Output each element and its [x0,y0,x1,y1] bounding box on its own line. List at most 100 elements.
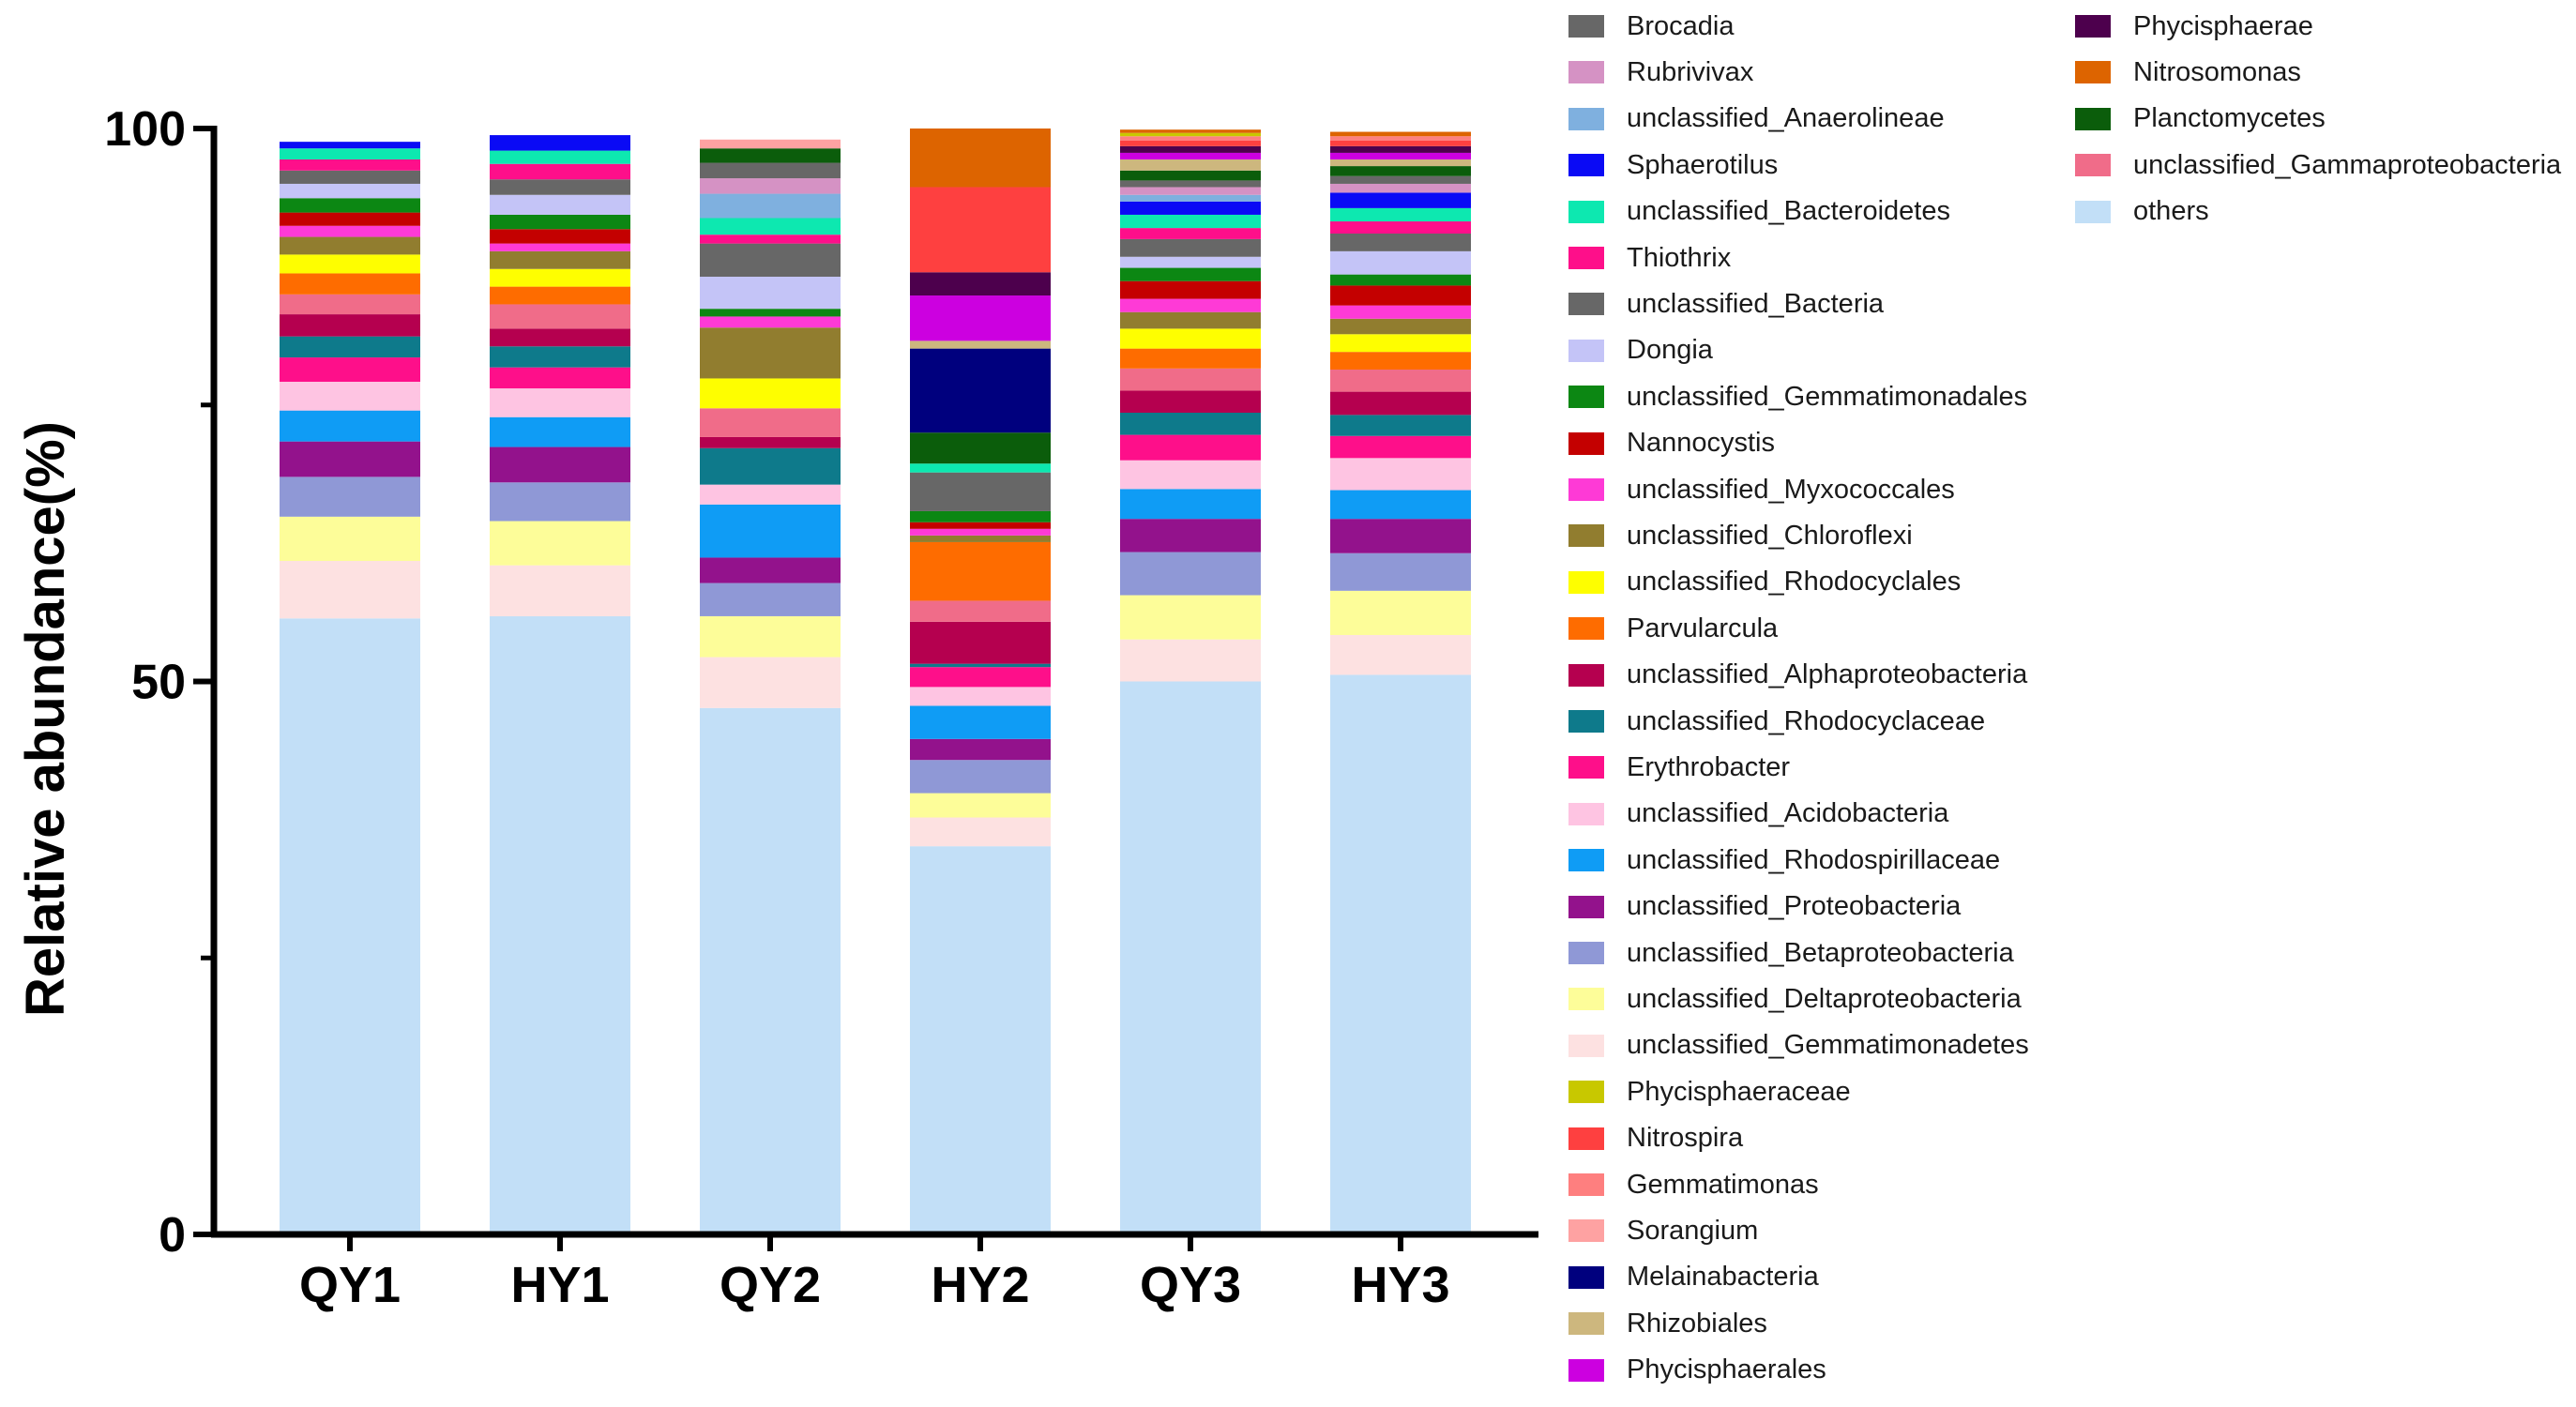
bar-segment-unclassified-deltaproteobacteria-qy3 [1120,595,1261,640]
bar-segment-unclassified-betaproteobacteria-qy3 [1120,552,1261,596]
legend-label: unclassified_Gemmatimonadetes [1627,1030,2029,1061]
bar-segment-unclassified-rhodospirillaceae-hy1 [490,416,630,447]
chart-plot-area: QY1 HY1 QY2 HY2 QY3 HY3 0 50 100 Relative abundan… [15,102,1538,1313]
bar-segment-unclassified-alphaproteobacteria-hy1 [490,328,630,347]
bar-segment-unclassified-bacteria-hy2 [910,472,1051,511]
bar-segment-unclassified-deltaproteobacteria-hy3 [1330,590,1471,635]
bar-segment-planctomycetes-hy2 [910,432,1051,464]
bar-segment-unclassified-rhodocyclaceae-qy3 [1120,413,1261,435]
bar-segment-unclassified-betaproteobacteria-qy2 [700,582,841,616]
legend-item: Erythrobacter [1568,749,1790,786]
bar-segment-unclassified-chloroflexi-hy3 [1330,318,1471,335]
bar-segment-unclassified-acidobacteria-qy3 [1120,460,1261,490]
legend-label: Parvularcula [1627,613,1779,643]
legend-item: Nannocystis [1568,425,1775,462]
bar-segment-nitrosomonas-hy2 [910,129,1051,188]
legend-item: Dongia [1568,332,1713,370]
bar-segment-unclassified-gammaproteobacteria-qy3 [1120,368,1261,391]
bar-segment-unclassified-gammaproteobacteria-qy2 [700,408,841,437]
legend-swatch [1568,663,1604,687]
legend-label: Sorangium [1627,1215,1759,1246]
bar-segment-unclassified-myxococcales-hy1 [490,243,630,251]
legend-item: unclassified_Gammaproteobacteria [2075,146,2561,184]
legend-swatch [1568,431,1604,455]
bar-segment-parvularcula-qy1 [280,273,420,295]
legend-swatch [1568,107,1604,130]
bar-segment-unclassified-gemmatimonadales-hy3 [1330,274,1471,286]
legend-label: Gemmatimonas [1627,1169,1819,1200]
bar-segment-parvularcula-hy3 [1330,352,1471,371]
legend-swatch [1568,1173,1604,1196]
bar-segment-unclassified-myxococcales-hy3 [1330,305,1471,319]
legend-label: unclassified_Betaproteobacteria [1627,937,2014,968]
legend-label: unclassified_Rhodocyclaceae [1627,705,1986,736]
legend-swatch [1568,1034,1604,1057]
bar-segment-thiothrix-qy3 [1120,228,1261,239]
bar-segment-unclassified-gammaproteobacteria-qy1 [280,294,420,315]
legend-swatch [1568,1127,1604,1150]
legend-item: unclassified_Gemmatimonadetes [1568,1027,2029,1065]
bar-segment-unclassified-proteobacteria-qy2 [700,557,841,583]
bar-segment-unclassified-gemmatimonadetes-qy3 [1120,639,1261,682]
legend-label: unclassified_Chloroflexi [1627,520,1913,551]
bar-segment-sphaerotilus-qy3 [1120,201,1261,215]
x-tick-label-hy1: HY1 [510,1257,609,1313]
legend-item: Phycisphaerales [1568,1352,1826,1389]
legend-label: unclassified_Rhodocyclales [1627,567,1962,598]
legend-item: unclassified_Rhodospirillaceae [1568,841,2000,879]
legend-label: unclassified_Deltaproteobacteria [1627,983,2022,1014]
bar-segment-unclassified-rhodospirillaceae-qy3 [1120,489,1261,520]
bar-segment-unclassified-bacteria-qy2 [700,243,841,277]
bar-segment-others-qy3 [1120,681,1261,1234]
bar-segment-unclassified-gemmatimonadetes-hy2 [910,817,1051,847]
bar-segment-nannocystis-qy1 [280,212,420,226]
bar-segment-unclassified-chloroflexi-hy1 [490,250,630,269]
legend-swatch [1568,524,1604,548]
bar-segment-unclassified-rhodocyclales-qy2 [700,378,841,409]
legend-item: unclassified_Anaerolineae [1568,100,1945,138]
bar-segment-unclassified-gemmatimonadales-qy2 [700,309,841,317]
bar-segment-erythrobacter-qy1 [280,357,420,382]
legend-item: unclassified_Alphaproteobacteria [1568,657,2027,694]
bar-segment-unclassified-myxococcales-qy3 [1120,298,1261,312]
legend-label: Nannocystis [1627,428,1775,459]
bar-segment-unclassified-acidobacteria-hy2 [910,687,1051,706]
bar-segment-unclassified-rhodocyclaceae-hy1 [490,346,630,368]
bar-segment-sorangium-qy2 [700,139,841,149]
legend-swatch [1568,61,1604,84]
bar-segment-brocadia-qy2 [700,162,841,179]
legend-label: unclassified_Anaerolineae [1627,103,1945,134]
bar-segment-nannocystis-hy2 [910,522,1051,529]
bar-segment-phycisphaerae-qy3 [1120,145,1261,153]
bar-segment-brocadia-hy3 [1330,175,1471,184]
legend-swatch [1568,849,1604,872]
y-tick-label-50: 50 [131,656,186,710]
legend-item: Parvularcula [1568,610,1778,647]
legend-label: Phycisphaeraceae [1627,1076,1851,1107]
bar-segment-others-hy3 [1330,674,1471,1234]
bar-segment-nannocystis-hy3 [1330,285,1471,306]
legend-swatch [1568,1081,1604,1104]
bar-segment-rhizobiales-qy3 [1120,159,1261,171]
legend-item: Planctomycetes [2075,100,2326,138]
legend-swatch [2075,154,2111,177]
bar-segment-unclassified-chloroflexi-qy2 [700,327,841,379]
bar-segment-thiothrix-qy2 [700,234,841,244]
bar-segment-thiothrix-hy3 [1330,221,1471,234]
legend-swatch [1568,570,1604,594]
bar-segment-parvularcula-qy3 [1120,348,1261,369]
bar-segment-erythrobacter-hy2 [910,667,1051,688]
legend-label: unclassified_Myxococcales [1627,474,1955,505]
legend-item: Phycisphaeraceae [1568,1073,1851,1111]
bar-segment-nitrospira-hy2 [910,187,1051,273]
legend-swatch [1568,15,1604,38]
legend-swatch [1568,247,1604,269]
x-tick-label-qy2: QY2 [720,1257,821,1313]
bar-segment-nannocystis-hy1 [490,229,630,244]
legend-item: unclassified_Gemmatimonadales [1568,378,2027,416]
bar-segment-unclassified-bacteroidetes-qy3 [1120,214,1261,229]
bar-segment-unclassified-rhodospirillaceae-hy3 [1330,490,1471,520]
legend-label: Erythrobacter [1627,751,1791,782]
legend-swatch [1568,478,1604,501]
